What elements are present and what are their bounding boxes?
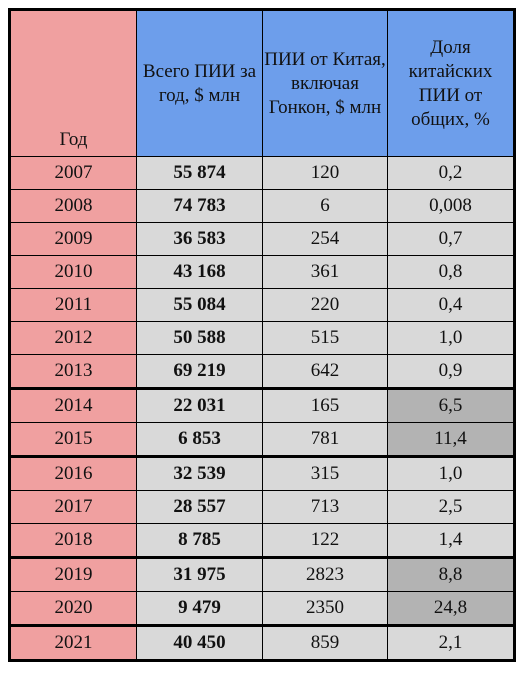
cell-share-highlighted: 11,4 (387, 422, 515, 457)
cell-year: 2019 (9, 556, 137, 592)
table-row: 2012 50 588 515 1,0 (9, 321, 515, 355)
cell-china: 361 (262, 255, 388, 289)
cell-share: 0,4 (387, 288, 515, 322)
table-body: 2007 55 874 120 0,2 2008 74 783 6 0,008 … (9, 156, 515, 661)
header-year: Год (9, 9, 137, 157)
cell-total: 55 084 (136, 288, 263, 322)
cell-china: 165 (262, 387, 388, 423)
cell-total: 9 479 (136, 591, 263, 626)
cell-china: 642 (262, 354, 388, 389)
cell-share: 0,2 (387, 156, 515, 190)
cell-china: 6 (262, 189, 388, 223)
table-row: 2015 6 853 781 11,4 (9, 422, 515, 457)
cell-china: 781 (262, 422, 388, 457)
cell-china: 122 (262, 523, 388, 558)
cell-share: 0,9 (387, 354, 515, 389)
cell-total: 50 588 (136, 321, 263, 355)
table-row: 2010 43 168 361 0,8 (9, 255, 515, 289)
cell-year: 2012 (9, 321, 137, 355)
cell-share: 0,7 (387, 222, 515, 256)
cell-total: 28 557 (136, 490, 263, 524)
cell-share: 2,1 (387, 624, 515, 661)
cell-total: 6 853 (136, 422, 263, 457)
cell-share: 1,4 (387, 523, 515, 558)
cell-total: 74 783 (136, 189, 263, 223)
fdi-table: Год Всего ПИИ за год, $ млн ПИИ от Китая… (8, 8, 516, 662)
cell-total: 8 785 (136, 523, 263, 558)
cell-year: 2017 (9, 490, 137, 524)
header-row: Год Всего ПИИ за год, $ млн ПИИ от Китая… (9, 9, 515, 157)
cell-year: 2020 (9, 591, 137, 626)
cell-year: 2018 (9, 523, 137, 558)
table-header: Год Всего ПИИ за год, $ млн ПИИ от Китая… (9, 9, 515, 157)
cell-china: 2823 (262, 556, 388, 592)
cell-total: 40 450 (136, 624, 263, 661)
cell-year: 2010 (9, 255, 137, 289)
table-row: 2019 31 975 2823 8,8 (9, 556, 515, 592)
table-row: 2017 28 557 713 2,5 (9, 490, 515, 524)
cell-year: 2007 (9, 156, 137, 190)
header-total-fdi: Всего ПИИ за год, $ млн (136, 9, 263, 157)
table-row: 2020 9 479 2350 24,8 (9, 591, 515, 626)
table-row: 2016 32 539 315 1,0 (9, 455, 515, 491)
cell-year: 2008 (9, 189, 137, 223)
table-row: 2018 8 785 122 1,4 (9, 523, 515, 558)
table-row: 2013 69 219 642 0,9 (9, 354, 515, 389)
cell-share: 2,5 (387, 490, 515, 524)
cell-year: 2016 (9, 455, 137, 491)
cell-year: 2015 (9, 422, 137, 457)
cell-year: 2014 (9, 387, 137, 423)
table-row: 2007 55 874 120 0,2 (9, 156, 515, 190)
cell-china: 254 (262, 222, 388, 256)
cell-china: 2350 (262, 591, 388, 626)
table-row: 2009 36 583 254 0,7 (9, 222, 515, 256)
cell-share-highlighted: 8,8 (387, 556, 515, 592)
cell-share: 1,0 (387, 321, 515, 355)
cell-share: 0,8 (387, 255, 515, 289)
fdi-table-container: Год Всего ПИИ за год, $ млн ПИИ от Китая… (8, 8, 516, 662)
header-china-fdi: ПИИ от Китая, включая Гонкон, $ млн (262, 9, 388, 157)
cell-total: 36 583 (136, 222, 263, 256)
cell-total: 32 539 (136, 455, 263, 491)
cell-share: 1,0 (387, 455, 515, 491)
table-row: 2011 55 084 220 0,4 (9, 288, 515, 322)
cell-share: 0,008 (387, 189, 515, 223)
cell-share-highlighted: 6,5 (387, 387, 515, 423)
cell-year: 2013 (9, 354, 137, 389)
cell-year: 2011 (9, 288, 137, 322)
cell-china: 515 (262, 321, 388, 355)
cell-total: 43 168 (136, 255, 263, 289)
cell-share-highlighted: 24,8 (387, 591, 515, 626)
cell-total: 31 975 (136, 556, 263, 592)
cell-total: 69 219 (136, 354, 263, 389)
table-row: 2014 22 031 165 6,5 (9, 387, 515, 423)
table-row: 2008 74 783 6 0,008 (9, 189, 515, 223)
cell-china: 859 (262, 624, 388, 661)
header-china-share: Доля китайских ПИИ от общих, % (387, 9, 515, 157)
cell-china: 315 (262, 455, 388, 491)
cell-total: 55 874 (136, 156, 263, 190)
cell-year: 2021 (9, 624, 137, 661)
cell-year: 2009 (9, 222, 137, 256)
cell-china: 220 (262, 288, 388, 322)
table-row: 2021 40 450 859 2,1 (9, 624, 515, 661)
cell-total: 22 031 (136, 387, 263, 423)
cell-china: 713 (262, 490, 388, 524)
cell-china: 120 (262, 156, 388, 190)
